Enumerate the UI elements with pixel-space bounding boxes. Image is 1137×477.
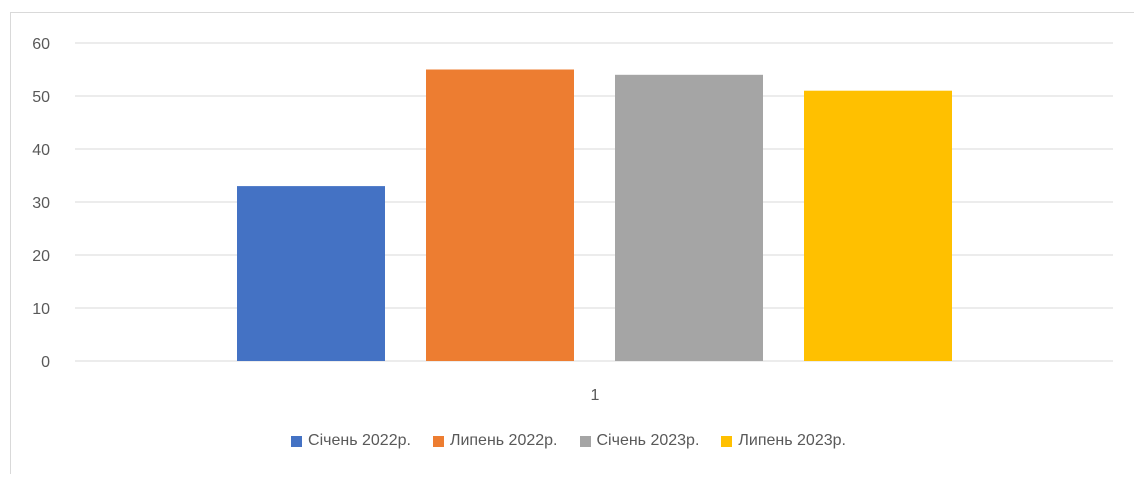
- legend-swatch: [579, 435, 591, 447]
- legend-label: Липень 2023р.: [738, 432, 846, 449]
- y-tick-label: 60: [32, 36, 50, 53]
- bar-series-2: [426, 69, 574, 361]
- bar-series-4: [804, 90, 952, 361]
- x-category-label: 1: [591, 387, 600, 404]
- bar-series-3: [615, 74, 763, 362]
- y-tick-label: 20: [32, 248, 50, 265]
- y-tick-label: 30: [32, 195, 50, 212]
- legend-item: Липень 2022р.: [432, 432, 558, 450]
- x-axis-categories: 1: [591, 387, 600, 404]
- y-tick-label: 0: [41, 354, 50, 371]
- y-axis-ticks: 0 10 20 30 40 50 60: [32, 36, 50, 371]
- y-tick-label: 10: [32, 301, 50, 318]
- bars: [237, 69, 952, 362]
- legend-item: Липень 2023р.: [721, 432, 846, 450]
- y-tick-label: 40: [32, 142, 50, 159]
- y-tick-label: 50: [32, 89, 50, 106]
- gridlines: [75, 42, 1113, 362]
- legend-label: Липень 2022р.: [449, 432, 558, 449]
- legend-label: Січень 2023р.: [596, 432, 700, 449]
- bar-series-1: [237, 186, 385, 361]
- legend: Січень 2022р. Липень 2022р. Січень 2023р. Л…: [0, 432, 1137, 450]
- legend-swatch: [721, 435, 733, 447]
- legend-item: Січень 2023р.: [579, 432, 700, 450]
- legend-label: Січень 2022р.: [308, 432, 411, 449]
- legend-swatch: [291, 435, 303, 447]
- legend-item: Січень 2022р.: [291, 432, 411, 450]
- legend-swatch: [432, 435, 444, 447]
